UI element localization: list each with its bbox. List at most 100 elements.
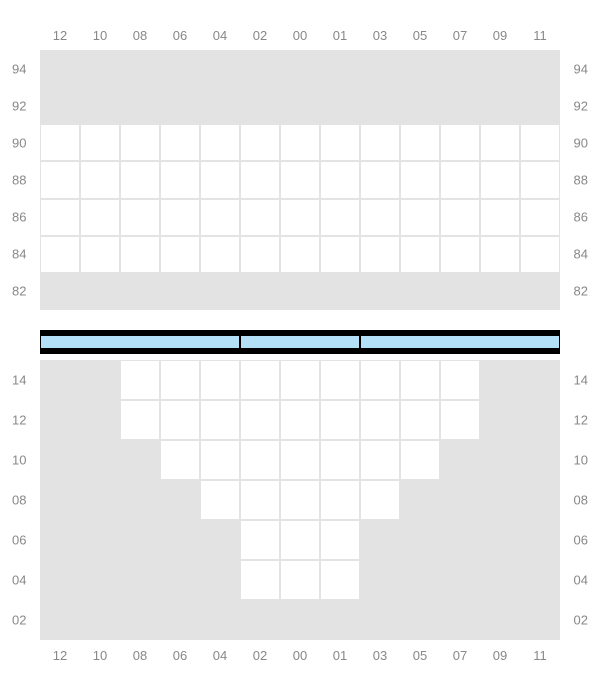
grid-cell — [120, 520, 160, 560]
grid-cell — [120, 360, 160, 400]
column-label: 12 — [53, 28, 67, 43]
grid-cell — [240, 560, 280, 600]
column-label: 08 — [133, 648, 147, 663]
grid-cell — [280, 87, 320, 124]
grid-cell — [200, 273, 240, 310]
grid-cell — [360, 87, 400, 124]
chart-section — [40, 360, 560, 640]
grid-cell — [280, 50, 320, 87]
divider-segment — [360, 336, 560, 348]
grid-cell — [520, 360, 560, 400]
grid-cell — [160, 50, 200, 87]
row-label: 08 — [12, 493, 26, 508]
row-label: 84 — [12, 247, 26, 262]
grid-cell — [280, 600, 320, 640]
column-label: 10 — [93, 28, 107, 43]
grid-cell — [320, 199, 360, 236]
grid-cell — [80, 236, 120, 273]
grid-cell — [120, 560, 160, 600]
grid-cell — [520, 273, 560, 310]
grid-cell — [400, 440, 440, 480]
grid-cell — [320, 360, 360, 400]
grid-cell — [40, 560, 80, 600]
grid-cell — [120, 480, 160, 520]
grid-cell — [320, 520, 360, 560]
row-label: 04 — [12, 573, 26, 588]
grid-cell — [360, 236, 400, 273]
grid-cell — [240, 50, 280, 87]
grid-cell — [120, 440, 160, 480]
grid-cell — [160, 199, 200, 236]
row-label: 86 — [574, 210, 588, 225]
column-label: 03 — [373, 648, 387, 663]
grid-cell — [480, 480, 520, 520]
row-label: 04 — [574, 573, 588, 588]
grid-cell — [240, 520, 280, 560]
grid-cell — [320, 124, 360, 161]
grid-cell — [80, 400, 120, 440]
grid-cell — [80, 161, 120, 198]
grid-cell — [280, 199, 320, 236]
grid-cell — [320, 440, 360, 480]
grid-cell — [160, 600, 200, 640]
row-label: 14 — [12, 373, 26, 388]
row-label: 90 — [574, 135, 588, 150]
grid-cell — [80, 273, 120, 310]
grid-cell — [440, 273, 480, 310]
grid-cell — [360, 273, 400, 310]
grid-cell — [360, 50, 400, 87]
column-label: 04 — [213, 648, 227, 663]
grid-cell — [240, 600, 280, 640]
grid-cell — [520, 400, 560, 440]
grid-cell — [520, 161, 560, 198]
row-label: 10 — [12, 453, 26, 468]
grid-cell — [80, 440, 120, 480]
grid-cell — [80, 600, 120, 640]
grid-cell — [360, 124, 400, 161]
column-label: 04 — [213, 28, 227, 43]
column-label: 02 — [253, 648, 267, 663]
grid-cell — [400, 161, 440, 198]
grid-cell — [440, 560, 480, 600]
grid-cell — [40, 360, 80, 400]
grid-cell — [480, 400, 520, 440]
grid-cell — [240, 440, 280, 480]
grid-cell — [440, 440, 480, 480]
grid-cell — [40, 600, 80, 640]
grid-cell — [440, 124, 480, 161]
grid-cell — [160, 161, 200, 198]
grid-cell — [240, 124, 280, 161]
grid-cell — [360, 600, 400, 640]
row-label: 94 — [12, 61, 26, 76]
grid-cell — [200, 50, 240, 87]
grid-cell — [80, 87, 120, 124]
row-label: 06 — [574, 533, 588, 548]
row-label: 86 — [12, 210, 26, 225]
row-label: 12 — [12, 413, 26, 428]
row-label: 02 — [12, 613, 26, 628]
grid-cell — [40, 520, 80, 560]
grid-cell — [80, 124, 120, 161]
grid-cell — [120, 199, 160, 236]
grid-cell — [400, 360, 440, 400]
grid-cell — [80, 560, 120, 600]
grid-cell — [160, 273, 200, 310]
grid-cell — [200, 440, 240, 480]
grid-cell — [360, 360, 400, 400]
grid-cell — [520, 124, 560, 161]
grid-cell — [440, 520, 480, 560]
grid — [40, 50, 560, 310]
column-label: 12 — [53, 648, 67, 663]
row-label: 88 — [574, 173, 588, 188]
grid-cell — [280, 161, 320, 198]
grid-cell — [240, 400, 280, 440]
grid-cell — [440, 87, 480, 124]
row-label: 92 — [574, 98, 588, 113]
grid-cell — [200, 400, 240, 440]
grid-cell — [120, 50, 160, 87]
grid-cell — [160, 236, 200, 273]
grid-cell — [40, 50, 80, 87]
column-label: 00 — [293, 28, 307, 43]
grid-cell — [80, 50, 120, 87]
grid-cell — [120, 161, 160, 198]
